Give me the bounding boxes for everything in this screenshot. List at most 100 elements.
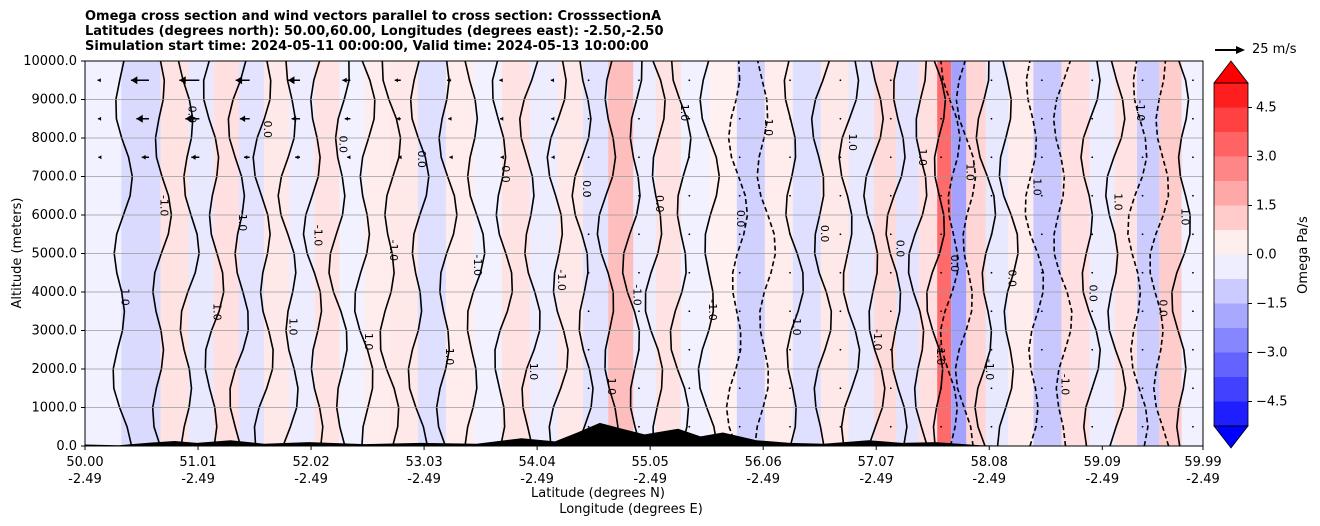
contour-label: 0.0 <box>415 150 428 168</box>
contour-label: 1.0 <box>678 104 691 122</box>
wind-vector-dot <box>688 79 691 82</box>
colorbar-tick-label: 4.5 <box>1256 101 1277 116</box>
wind-vector-arrow <box>394 78 401 83</box>
wind-vector-dot <box>1141 271 1144 274</box>
contour-label: -1.0 <box>555 269 568 290</box>
colorbar-level <box>1214 254 1248 279</box>
colorbar-level <box>1214 279 1248 304</box>
wind-vector-dot <box>789 425 791 428</box>
wind-vector-dot <box>889 156 892 159</box>
wind-vector-dot <box>839 271 842 274</box>
wind-vector-arrow <box>449 155 453 160</box>
contour-label: 0.0 <box>1086 284 1099 302</box>
wind-vector-dot <box>688 310 691 313</box>
chart-subtitle-times: Simulation start time: 2024-05-11 00:00:… <box>85 39 649 54</box>
colorbar-level <box>1214 303 1248 328</box>
wind-vector-dot <box>889 117 892 120</box>
contour-label: 1.0 <box>362 333 375 351</box>
colorbar: 4.5 3.0 1.5 0.0 −1.5 −3.0 −4.5 <box>1213 60 1288 449</box>
wind-vector-dot <box>839 117 842 120</box>
colorbar-tick-label: 1.5 <box>1256 199 1277 214</box>
wind-vector-dot <box>839 79 842 82</box>
wind-vector-dot <box>990 425 993 428</box>
contour-label: 0.0 <box>818 225 831 243</box>
x-tick-label-longitude: -2.49 <box>972 472 1006 487</box>
contour-label: -1.0 <box>311 225 324 246</box>
wind-vector-dot <box>1091 117 1094 120</box>
wind-vector-arrow <box>98 155 102 160</box>
wind-vector-dot <box>839 310 842 313</box>
wind-vector-dot <box>940 387 943 390</box>
wind-vector-dot <box>1192 271 1194 274</box>
contour-label: 1.0 <box>211 303 224 321</box>
contour-label: 1.0 <box>1179 208 1192 226</box>
wind-vector-arrow <box>396 116 401 121</box>
contour-labels: 1.0 -1.0 0.0 1.0 -1.0 0.0 1.0 -1.0 0.0 1.0 -1.0 0.0… <box>118 100 1191 395</box>
wind-vector-dot <box>990 233 993 236</box>
wind-vector-arrow <box>550 78 555 83</box>
chart-subtitle-coordinates: Latitudes (degrees north): 50.00,60.00, … <box>85 24 664 39</box>
colorbar-level <box>1214 205 1248 230</box>
contour-label: -1.0 <box>236 210 249 231</box>
omega-contour-line <box>939 61 961 446</box>
contour-label: 1.0 <box>1112 193 1125 211</box>
wind-vector-dot <box>889 348 892 351</box>
colorbar-level <box>1214 132 1248 157</box>
y-tick-label: 5000.0 <box>32 247 78 262</box>
wind-vector-dot <box>738 117 741 120</box>
x-tick-label-longitude: -2.49 <box>746 472 780 487</box>
contour-label: -1.0 <box>387 240 400 261</box>
wind-vector-arrow <box>398 155 402 160</box>
colorbar-level <box>1214 181 1248 206</box>
wind-vector-dot <box>990 387 993 390</box>
wind-vector-dot <box>738 310 741 313</box>
wind-vector-dot <box>1141 425 1144 428</box>
wind-vector-dot <box>1141 233 1144 236</box>
wind-vector-arrow <box>291 115 301 122</box>
y-tick-label: 4000.0 <box>32 285 78 300</box>
terrain <box>85 422 1203 446</box>
x-tick-label-longitude: -2.49 <box>407 472 441 487</box>
wind-vector-arrow <box>185 114 200 123</box>
colorbar-label: Omega Pa/s <box>1296 216 1311 294</box>
wind-vector-dot <box>587 194 590 197</box>
x-tick-label-latitude: 50.00 <box>66 455 103 470</box>
omega-contour-line <box>1052 61 1073 446</box>
wind-vector-arrow <box>448 116 452 121</box>
wind-vector-dot <box>889 271 892 274</box>
contour-label: -1.0 <box>790 314 803 335</box>
contour-label: 0.0 <box>337 135 350 153</box>
wind-vector-dot <box>839 387 842 390</box>
wind-vector-arrow <box>295 155 301 160</box>
chart-title-block: Omega cross section and wind vectors par… <box>85 9 664 54</box>
x-tick-label-latitude: 54.04 <box>519 455 556 470</box>
wind-vector-dot <box>1091 425 1094 428</box>
x-tick-label-longitude: -2.49 <box>68 472 102 487</box>
wind-vector-dot <box>1192 387 1194 390</box>
x-tick-label-longitude: -2.49 <box>181 472 215 487</box>
wind-vector-dot <box>638 387 640 390</box>
y-axis-label: Altitude (meters) <box>10 198 25 309</box>
contour-label: 1.0 <box>963 163 976 181</box>
wind-vector-arrow <box>97 78 101 83</box>
wind-vector-dot <box>990 117 993 120</box>
wind-vector-dot <box>889 310 892 313</box>
wind-vector-dot <box>1091 194 1094 197</box>
wind-vector-dot <box>688 117 691 120</box>
colorbar-level <box>1214 83 1248 108</box>
wind-vector-arrow <box>244 155 250 160</box>
wind-vector-dot <box>1141 194 1144 197</box>
wind-vector-dot <box>587 233 590 236</box>
omega-contour-line <box>754 61 777 446</box>
wind-vector-dot <box>1040 117 1043 120</box>
x-axis: 50.00 -2.49 51.01 -2.49 52.02 -2.49 53.03 -2.49… <box>66 446 1222 487</box>
wind-vector-dot <box>889 233 892 236</box>
contour-label: -1.0 <box>983 359 996 380</box>
x-tick-label-longitude: -2.49 <box>859 472 893 487</box>
chart-title: Omega cross section and wind vectors par… <box>85 9 662 24</box>
y-axis: 0.0 1000.0 2000.0 3000.0 4000.0 5000.0 6000.0 7… <box>23 54 85 454</box>
contour-label: 0.0 <box>948 255 961 273</box>
wind-vector-arrow <box>239 115 250 123</box>
reference-wind-vector: 25 m/s <box>1214 42 1297 57</box>
